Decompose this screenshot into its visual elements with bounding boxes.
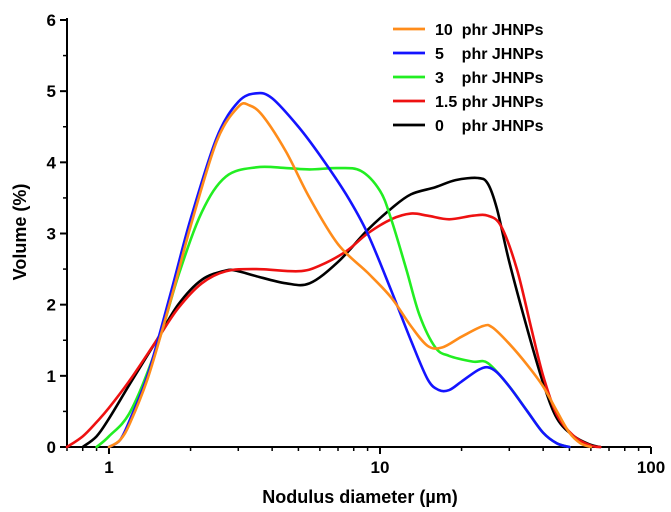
y-tick-label: 3 <box>47 225 56 244</box>
y-axis-title: Volume (%) <box>10 184 30 281</box>
x-tick-label: 100 <box>637 458 665 477</box>
x-tick-label: 1 <box>104 458 113 477</box>
y-tick-label: 6 <box>47 11 56 30</box>
y-tick-label: 2 <box>47 296 56 315</box>
y-tick-label: 1 <box>47 367 56 386</box>
legend: 10 phr JHNPs 5 phr JHNPs 3 phr JHNPs 1.5 ph… <box>393 22 544 135</box>
y-tick-label: 4 <box>47 153 57 172</box>
y-tick-label: 5 <box>47 82 56 101</box>
series-line-1 <box>107 102 593 449</box>
legend-label-4: 1.5 phr JHNPs <box>435 94 544 111</box>
series-line-2 <box>107 91 571 449</box>
series-line-4 <box>65 212 602 449</box>
legend-label-5: 0 phr JHNPs <box>435 118 544 135</box>
legend-label-1: 10 phr JHNPs <box>435 22 544 39</box>
y-tick-label: 0 <box>47 438 56 457</box>
x-axis-title: Nodulus diameter (µm) <box>262 487 457 507</box>
axes: 0 1 2 3 4 5 6 1 10 100 <box>47 11 666 477</box>
legend-label-2: 5 phr JHNPs <box>435 46 544 63</box>
series-layer <box>65 91 602 449</box>
legend-label-3: 3 phr JHNPs <box>435 70 544 87</box>
x-tick-label: 10 <box>371 458 390 477</box>
